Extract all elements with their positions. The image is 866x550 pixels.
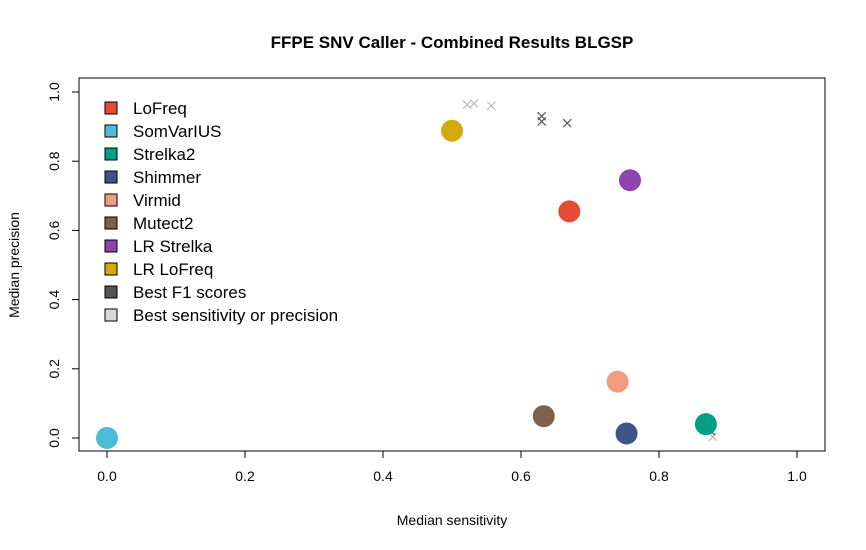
legend-swatch-strelka2 [104, 147, 118, 161]
best-sensitivity-or-precision-point [486, 101, 496, 111]
best-f1-score-point [562, 118, 572, 128]
chart-title: FFPE SNV Caller - Combined Results BLGSP [271, 33, 634, 52]
legend-swatch-mutect2 [104, 216, 118, 230]
point-virmid [606, 370, 629, 393]
x-tick-label: 0.4 [373, 468, 393, 484]
x-tick-label: 0.6 [511, 468, 531, 484]
best-sensitivity-or-precision-point [469, 98, 479, 108]
y-tick-label: 0.0 [46, 428, 62, 448]
legend-label-somvarius: SomVarIUS [133, 122, 222, 141]
y-tick-label: 1.0 [46, 82, 62, 102]
x-tick-label: 0.8 [649, 468, 669, 484]
y-axis-label: Median precision [6, 212, 22, 318]
point-shimmer [615, 422, 638, 445]
best-f1-score-point [537, 116, 547, 126]
legend-label-best-sensitivity-or-precision: Best sensitivity or precision [133, 306, 338, 325]
legend-label-strelka2: Strelka2 [133, 145, 195, 164]
point-strelka2 [694, 413, 717, 436]
legend-swatch-best-sensitivity-or-precision [104, 308, 118, 322]
legend: LoFreq SomVarIUS Strelka2 Shimmer Virmid Mute… [104, 99, 338, 325]
y-axis: 0.0 0.2 0.4 0.6 0.8 1.0 [46, 82, 80, 448]
legend-label-lr-lofreq: LR LoFreq [133, 260, 213, 279]
data-points [96, 98, 718, 449]
legend-label-lr-strelka: LR Strelka [133, 237, 213, 256]
legend-label-mutect2: Mutect2 [133, 214, 193, 233]
legend-swatch-lr-strelka [104, 239, 118, 253]
legend-label-shimmer: Shimmer [133, 168, 201, 187]
legend-swatch-somvarius [104, 124, 118, 138]
legend-label-virmid: Virmid [133, 191, 181, 210]
legend-label-best-f1-scores: Best F1 scores [133, 283, 246, 302]
x-tick-label: 1.0 [787, 468, 807, 484]
legend-swatch-virmid [104, 193, 118, 207]
y-tick-label: 0.8 [46, 151, 62, 171]
x-axis-label: Median sensitivity [397, 512, 508, 528]
x-tick-label: 0.2 [235, 468, 255, 484]
point-lr-strelka [619, 169, 642, 192]
point-somvarius [96, 427, 118, 449]
y-tick-label: 0.6 [46, 220, 62, 240]
point-lofreq [558, 200, 581, 223]
legend-swatch-lr-lofreq [104, 262, 118, 276]
x-axis: 0.0 0.2 0.4 0.6 0.8 1.0 [97, 450, 807, 484]
y-tick-label: 0.4 [46, 290, 62, 310]
y-tick-label: 0.2 [46, 359, 62, 379]
legend-label-lofreq: LoFreq [133, 99, 187, 118]
legend-swatch-lofreq [104, 101, 118, 115]
legend-swatch-shimmer [104, 170, 118, 184]
x-tick-label: 0.0 [97, 468, 117, 484]
point-lr-lofreq [441, 119, 463, 142]
best-sensitivity-or-precision-point [462, 100, 472, 110]
point-mutect2 [532, 405, 555, 428]
legend-swatch-best-f1-scores [104, 285, 118, 299]
